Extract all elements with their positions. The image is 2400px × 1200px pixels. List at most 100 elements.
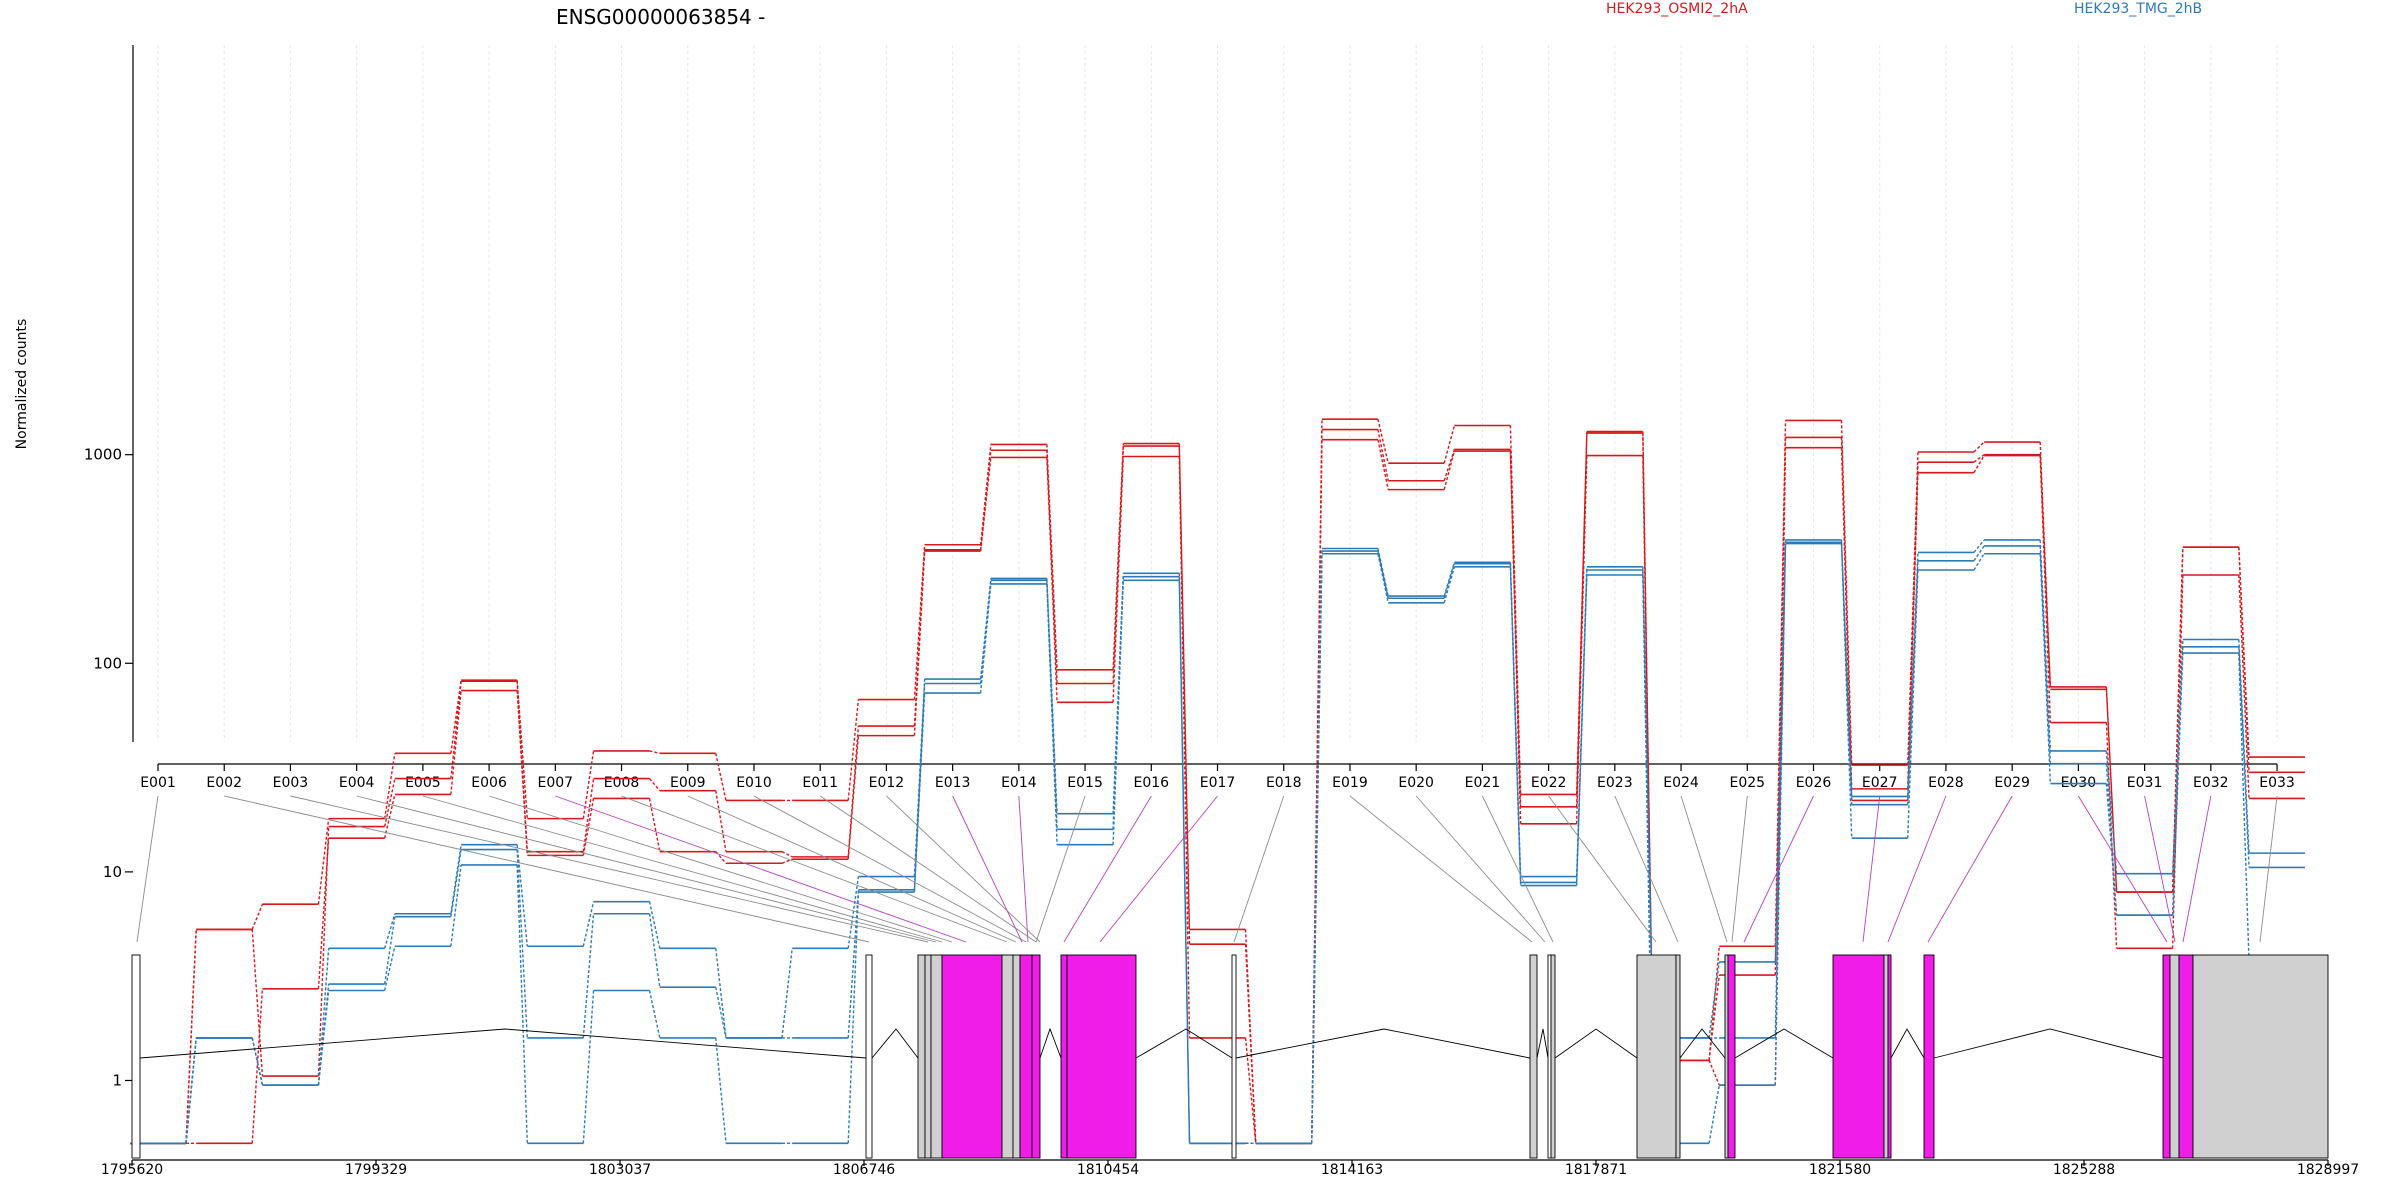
exon-connector [422,795,943,943]
series-transition [715,753,727,801]
series-transition [1708,1085,1720,1144]
x-tick-label: E027 [1862,775,1898,791]
series-transition [1178,576,1191,1144]
series-transition [1708,975,1720,1061]
series-transition [715,987,727,1039]
series-transition [516,844,529,947]
series-transition [715,790,727,852]
series-transition [1509,566,1522,886]
chart-title: ENSG00000063854 - [556,5,765,29]
coordinate-tick-label: 1821580 [1809,1162,1871,1178]
x-tick-label: E007 [538,775,574,791]
x-tick-label: E017 [1200,775,1236,791]
y-tick-label: 1 [112,1071,122,1089]
x-tick-label: E023 [1597,775,1633,791]
exon-connector [1743,795,1814,943]
x-tick-label: E013 [935,775,971,791]
exon-significant [1019,954,1033,1159]
series-transition [1311,553,1323,1144]
exon-significant [1923,954,1935,1159]
x-tick-label: E032 [2193,775,2229,791]
x-tick-label: E005 [405,775,441,791]
series-transition [648,990,661,1039]
series-transition [1840,543,1853,839]
exon-significant [1832,954,1885,1159]
series-transition [2039,545,2052,764]
series-transition [1973,441,1985,453]
series-transition [582,990,595,1144]
series-transition [1575,455,1588,824]
series-transition [781,948,793,1038]
gene-model: 1795620 1799329 1803037 1806746 1810454 18141… [101,954,2359,1178]
exon-connector [1731,795,1748,943]
exon-connector [1415,795,1546,943]
series-transition [1443,450,1456,490]
series-transition [649,778,661,792]
series-transition [1112,456,1124,703]
exon-block [1550,954,1556,1159]
series-transition [649,750,660,755]
series-transition [2039,553,2052,784]
series-transition [648,798,661,852]
coordinate-tick-label: 1810454 [1077,1162,1139,1178]
x-tick-label: E020 [1398,775,1434,791]
coordinate-tick-label: 1806746 [833,1162,895,1178]
series-transition [1708,1059,1720,1086]
series-transition [582,778,595,852]
series-transition [1178,456,1191,1038]
series-transition [251,988,264,1144]
x-tick-label: E004 [339,775,375,791]
exon-connector [1548,795,1657,943]
exon-connector [1680,795,1728,943]
series-transition [2238,574,2250,799]
series-transition [1244,1037,1257,1144]
x-tick-label: E014 [1001,775,1037,791]
series-transition [913,551,926,736]
x-tick-label: E003 [273,775,309,791]
series-transition [1907,462,1919,789]
exon-connector [1233,795,1285,943]
series-transition [1112,580,1124,845]
coordinate-tick-label: 1817871 [1565,1162,1627,1178]
series-transition [1377,550,1389,599]
exon-block [1001,954,1014,1159]
x-tick-label: E033 [2259,775,2295,791]
series-transition [913,693,926,893]
series-transition [1973,454,1985,463]
axes: 1 10 100 1000 E001 E002 E003 E004 E005 E006 E007 E0… [84,45,2295,1089]
series-transition [2105,722,2118,949]
series-transition [1973,539,1985,553]
series-transition [516,849,529,1038]
exon-connector [1099,795,1218,943]
x-tick-label: E026 [1796,775,1832,791]
exon-connector [1349,795,1533,943]
x-tick-label: E012 [869,775,905,791]
series-transition [2105,689,2118,893]
intron-line [139,1028,867,1059]
x-tick-label: E016 [1134,775,1170,791]
x-tick-label: E022 [1531,775,1567,791]
intron-line [1135,1028,1233,1059]
x-tick-label: E015 [1067,775,1103,791]
exon-block [1636,954,1677,1159]
series-transition [383,913,396,949]
series-transition [1973,455,1985,474]
exon-block [1231,954,1237,1159]
x-tick-label: E010 [736,775,772,791]
series-transition [781,858,793,864]
intron-line [1734,1028,1834,1059]
exon-significant [2178,954,2194,1159]
series-transition [185,929,197,1144]
x-tick-label: E031 [2127,775,2163,791]
series-transition [715,948,727,1038]
x-tick-label: E018 [1266,775,1302,791]
exon-connector [753,795,1027,943]
y-tick-label: 1000 [84,446,122,464]
intron-line [1890,1028,1925,1059]
series-transition [1575,574,1588,886]
x-tick-label: E029 [1994,775,2030,791]
legend-label-tmg: HEK293_TMG_2hB [2074,1,2202,17]
series-transition [1774,543,1787,1086]
exon-connector [224,795,870,943]
series-transition [582,750,595,819]
